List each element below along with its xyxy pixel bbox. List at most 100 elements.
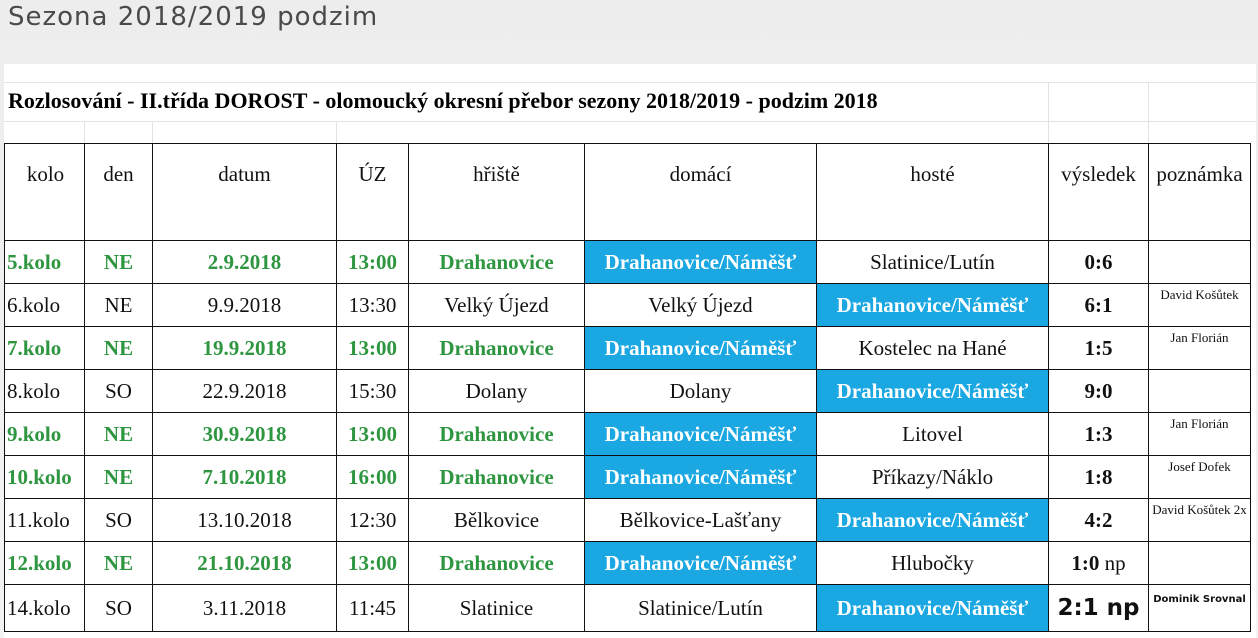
cell-poznamka [1148, 240, 1251, 284]
cell-kolo: 7.kolo [4, 326, 85, 370]
cell-datum: 2.9.2018 [152, 240, 337, 284]
table-row: 12.kolo NE 21.10.2018 13:00 Drahanovice Draha… [4, 541, 1251, 585]
cell-hoste: Kostelec na Hané [816, 326, 1049, 370]
cell-den: SO [84, 369, 153, 413]
cell-vysledek: 2:1 np [1048, 584, 1149, 632]
header-kolo: kolo [4, 143, 85, 241]
cell-den: SO [84, 584, 153, 632]
cell-datum: 9.9.2018 [152, 283, 337, 327]
cell-domaci: Velký Újezd [584, 283, 817, 327]
cell-vysledek: 1:5 [1048, 326, 1149, 370]
cell-poznamka: David Košůtek [1148, 283, 1251, 327]
cell-kolo: 6.kolo [4, 283, 85, 327]
cell-uz: 13:30 [336, 283, 409, 327]
cell-hoste: Příkazy/Náklo [816, 455, 1049, 499]
cell-uz: 13:00 [336, 240, 409, 284]
cell-hoste: Hlubočky [816, 541, 1049, 585]
cell-domaci: Drahanovice/Náměšť [584, 412, 817, 456]
cell-den: NE [84, 455, 153, 499]
cell-hoste: Drahanovice/Náměšť [816, 283, 1049, 327]
cell-vysledek: 9:0 [1048, 369, 1149, 413]
cell-uz: 12:30 [336, 498, 409, 542]
cell-kolo: 11.kolo [4, 498, 85, 542]
cell-hriste: Bělkovice [408, 498, 585, 542]
grid-line [1048, 82, 1049, 143]
cell-hoste: Litovel [816, 412, 1049, 456]
cell-hoste: Drahanovice/Náměšť [816, 369, 1049, 413]
header-vysledek: výsledek [1048, 143, 1149, 241]
cell-domaci: Drahanovice/Náměšť [584, 326, 817, 370]
cell-kolo: 14.kolo [4, 584, 85, 632]
grid-line [4, 82, 1256, 83]
cell-hoste: Drahanovice/Náměšť [816, 498, 1049, 542]
table-row: 14.kolo SO 3.11.2018 11:45 Slatinice Slatinic… [4, 584, 1251, 632]
cell-hriste: Slatinice [408, 584, 585, 632]
cell-uz: 16:00 [336, 455, 409, 499]
cell-domaci: Dolany [584, 369, 817, 413]
cell-vysledek: 0:6 [1048, 240, 1149, 284]
header-hriste: hřiště [408, 143, 585, 241]
cell-vysledek: 6:1 [1048, 283, 1149, 327]
cell-domaci: Drahanovice/Náměšť [584, 455, 817, 499]
table-row: 7.kolo NE 19.9.2018 13:00 Drahanovice Drahano… [4, 326, 1251, 370]
result-suffix: np [1099, 550, 1126, 575]
cell-poznamka: Jan Florián [1148, 326, 1251, 370]
cell-poznamka: Josef Dofek [1148, 455, 1251, 499]
cell-datum: 13.10.2018 [152, 498, 337, 542]
cell-datum: 19.9.2018 [152, 326, 337, 370]
table-row: 11.kolo SO 13.10.2018 12:30 Bělkovice Bělkovi… [4, 498, 1251, 542]
cell-domaci: Drahanovice/Náměšť [584, 240, 817, 284]
cell-datum: 22.9.2018 [152, 369, 337, 413]
result-score: 2:1 np [1057, 595, 1140, 621]
cell-datum: 21.10.2018 [152, 541, 337, 585]
header-domaci: domácí [584, 143, 817, 241]
cell-den: NE [84, 240, 153, 284]
cell-kolo: 12.kolo [4, 541, 85, 585]
cell-uz: 11:45 [336, 584, 409, 632]
cell-domaci: Slatinice/Lutín [584, 584, 817, 632]
schedule-table: kolo den datum ÚZ hřiště domácí hosté vý… [4, 143, 1251, 632]
cell-datum: 3.11.2018 [152, 584, 337, 632]
cell-den: SO [84, 498, 153, 542]
cell-datum: 7.10.2018 [152, 455, 337, 499]
schedule-caption: Rozlosování - II.třída DOROST - olomouck… [8, 88, 878, 113]
header-datum: datum [152, 143, 337, 241]
cell-den: NE [84, 283, 153, 327]
cell-poznamka: Dominik Srovnal [1148, 584, 1251, 632]
grid-line [1148, 82, 1149, 143]
header-uz: ÚZ [336, 143, 409, 241]
cell-datum: 30.9.2018 [152, 412, 337, 456]
cell-den: NE [84, 412, 153, 456]
cell-hriste: Drahanovice [408, 412, 585, 456]
cell-uz: 15:30 [336, 369, 409, 413]
cell-poznamka [1148, 369, 1251, 413]
cell-kolo: 5.kolo [4, 240, 85, 284]
grid-line [336, 121, 337, 143]
cell-kolo: 10.kolo [4, 455, 85, 499]
cell-hriste: Drahanovice [408, 541, 585, 585]
cell-uz: 13:00 [336, 541, 409, 585]
cell-kolo: 9.kolo [4, 412, 85, 456]
table-row: 8.kolo SO 22.9.2018 15:30 Dolany Dolany Drahan… [4, 369, 1251, 413]
cell-hoste: Drahanovice/Náměšť [816, 584, 1049, 632]
cell-poznamka: Jan Florián [1148, 412, 1251, 456]
grid-line [84, 121, 85, 143]
cell-vysledek: 1:3 [1048, 412, 1149, 456]
table-row: 6.kolo NE 9.9.2018 13:30 Velký Újezd Velký Új… [4, 283, 1251, 327]
cell-hoste: Slatinice/Lutín [816, 240, 1049, 284]
result-score: 1:0 [1071, 550, 1100, 575]
grid-line [152, 121, 153, 143]
cell-domaci: Drahanovice/Náměšť [584, 541, 817, 585]
table-row: 9.kolo NE 30.9.2018 13:00 Drahanovice Drahano… [4, 412, 1251, 456]
cell-hriste: Drahanovice [408, 326, 585, 370]
cell-uz: 13:00 [336, 412, 409, 456]
grid-line [4, 121, 1256, 122]
cell-hriste: Velký Újezd [408, 283, 585, 327]
header-den: den [84, 143, 153, 241]
header-poznamka: poznámka [1148, 143, 1251, 241]
cell-hriste: Dolany [408, 369, 585, 413]
cell-hriste: Drahanovice [408, 455, 585, 499]
cell-vysledek: 1:0 np [1048, 541, 1149, 585]
cell-uz: 13:00 [336, 326, 409, 370]
page-title: Sezona 2018/2019 podzim [8, 2, 379, 32]
